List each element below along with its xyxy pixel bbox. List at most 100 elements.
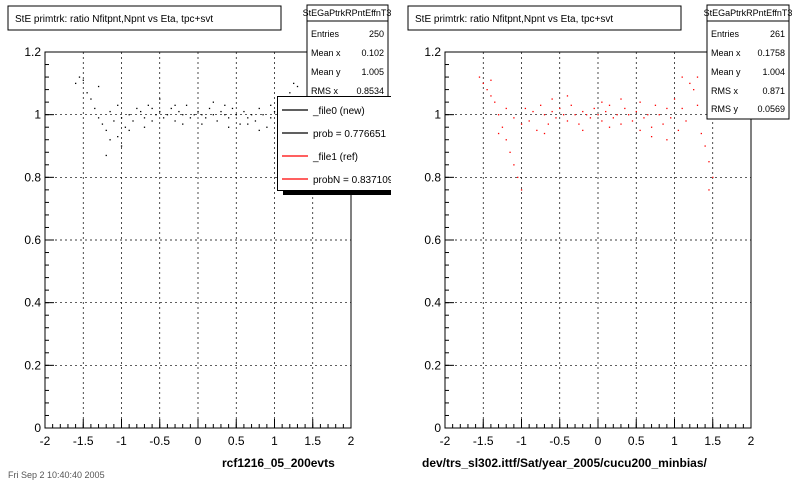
data-point — [605, 110, 607, 113]
stats-header: StEGaPtrkRPntEffnT3 — [303, 8, 392, 18]
stats-label: Mean y — [711, 67, 741, 77]
data-point — [670, 117, 672, 119]
data-point — [494, 101, 496, 103]
data-point — [712, 176, 714, 179]
x-tick-label: 2 — [348, 434, 355, 448]
x-tick-label: -2 — [40, 434, 51, 448]
data-point — [128, 114, 130, 116]
data-point — [616, 114, 618, 116]
data-point — [509, 151, 511, 153]
stats-value: 0.102 — [361, 48, 384, 58]
data-point — [650, 136, 653, 138]
y-tick-label: 1.2 — [424, 45, 441, 59]
y-tick-label: 0.4 — [24, 296, 41, 310]
y-tick-label: 1 — [434, 108, 441, 122]
data-point — [574, 114, 576, 116]
x-ticks: -2 -1.5 -1 -0.5 0 0.5 1 1.5 2 — [40, 419, 355, 448]
x-axis-label: dev/trs_sl302.ittf/Sat/year_2005/cucu200… — [422, 456, 707, 470]
data-point — [258, 107, 260, 110]
panel-left: -2 -1.5 -1 -0.5 0 0.5 1 1.5 2 00.20.40.60.811.2 … — [7, 4, 392, 470]
data-point — [639, 101, 641, 103]
stats-value: 0.8534 — [356, 86, 384, 96]
stats-label: Entries — [311, 29, 340, 39]
data-point — [662, 123, 664, 125]
data-point — [178, 110, 180, 113]
data-point — [117, 104, 119, 106]
data-point — [582, 110, 584, 113]
data-point — [505, 107, 507, 110]
data-point — [174, 104, 176, 106]
stats-label: RMS x — [711, 86, 739, 96]
data-point — [220, 110, 222, 113]
y-tick-label: 0.6 — [424, 233, 441, 247]
x-tick-label: -0.5 — [549, 434, 570, 448]
grid-layer — [445, 52, 751, 428]
data-point — [696, 76, 699, 78]
data-point — [620, 98, 622, 100]
data-point — [193, 114, 195, 116]
data-point — [501, 126, 504, 128]
data-point — [201, 123, 203, 125]
data-point — [86, 92, 88, 94]
x-tick-label: 1 — [671, 434, 678, 448]
data-point — [520, 189, 523, 191]
data-point — [231, 107, 234, 110]
stats-label: RMS x — [311, 86, 339, 96]
y-tick-label: 0.6 — [24, 233, 41, 247]
data-point — [262, 114, 264, 116]
data-point — [147, 104, 149, 106]
data-point — [235, 114, 237, 116]
data-point — [159, 98, 161, 100]
data-point — [624, 107, 626, 110]
data-point — [547, 123, 549, 125]
data-point — [608, 126, 611, 128]
data-point — [486, 89, 488, 91]
data-point — [566, 120, 569, 122]
y-tick-label: 0.2 — [424, 358, 441, 372]
data-point — [513, 117, 515, 119]
data-point — [78, 76, 81, 78]
legend-clip: _file0 (new) prob = 0.776651 _file1 (ref… — [277, 96, 391, 191]
data-point — [174, 120, 176, 122]
stats-value: 0.1758 — [757, 48, 785, 58]
data-point — [517, 176, 519, 179]
stats-label: Mean x — [311, 48, 341, 58]
data-point — [582, 129, 584, 132]
data-point — [113, 120, 115, 122]
data-point — [128, 129, 130, 132]
stats-value: 261 — [770, 29, 785, 39]
data-point — [566, 95, 569, 97]
data-point — [143, 126, 146, 128]
y-tick-label: 0 — [434, 421, 441, 435]
data-point — [673, 98, 676, 100]
data-point — [505, 139, 507, 141]
data-point — [524, 107, 527, 110]
y-tick-label: 0.8 — [24, 170, 41, 184]
legend-entry: _file1 (ref) — [312, 152, 358, 163]
data-point — [540, 104, 542, 106]
stats-box: StEGaPtrkRPntEffnT3 Entries 261 Mean x 0… — [704, 4, 792, 120]
panel-right: -2 -1.5 -1 -0.5 0 0.5 1 1.5 2 00.20.40.60.811.2 … — [407, 4, 792, 470]
data-point — [105, 129, 107, 132]
stats-label: Entries — [711, 29, 740, 39]
x-tick-label: -1.5 — [73, 434, 94, 448]
data-point — [254, 120, 257, 122]
data-point — [224, 114, 226, 116]
data-point — [551, 110, 553, 113]
x-tick-label: 0.5 — [628, 434, 645, 448]
data-point — [224, 104, 226, 106]
data-point — [109, 139, 111, 141]
data-point — [612, 117, 614, 119]
title-box — [7, 5, 282, 31]
x-tick-label: 0 — [195, 434, 202, 448]
data-point — [543, 114, 546, 116]
y-ticks: 0 0.2 0.4 0.6 0.8 1 1.2 — [424, 45, 454, 435]
data-point — [120, 117, 123, 119]
data-point — [216, 120, 218, 122]
data-point — [704, 145, 706, 147]
title-box — [407, 5, 682, 31]
data-point — [658, 114, 660, 116]
data-point — [635, 110, 637, 113]
data-point — [258, 129, 260, 132]
data-point — [151, 120, 153, 122]
